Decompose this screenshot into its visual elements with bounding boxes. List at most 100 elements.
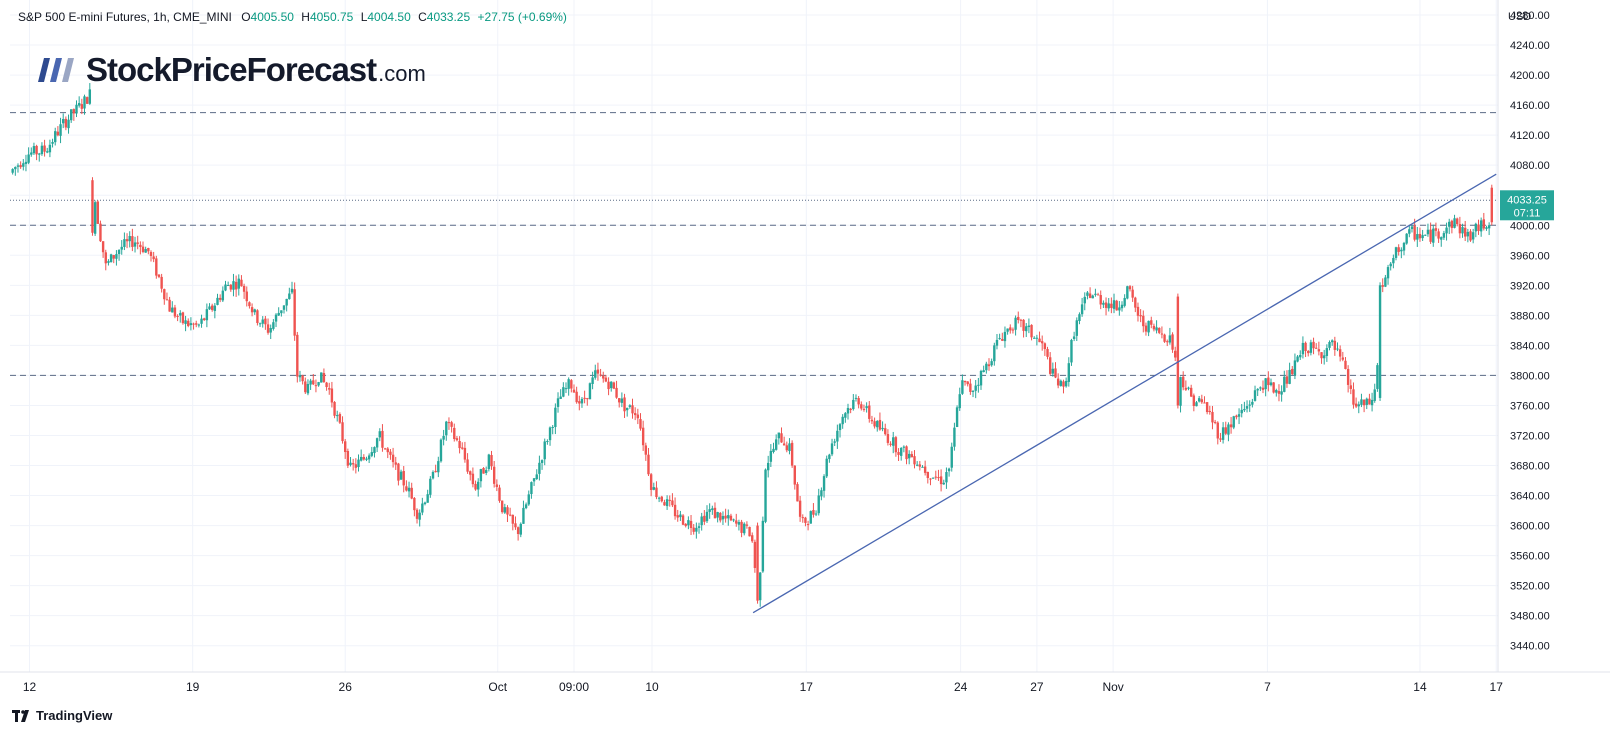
candle-body bbox=[62, 119, 65, 124]
candle-body bbox=[753, 541, 757, 568]
candle-body bbox=[101, 241, 105, 253]
candle-body bbox=[429, 478, 432, 495]
candle-body bbox=[910, 454, 914, 458]
candle-body bbox=[293, 289, 296, 336]
candle-body bbox=[149, 252, 153, 256]
x-tick-label: 09:00 bbox=[559, 680, 589, 694]
candle-body bbox=[684, 523, 687, 526]
candle-body bbox=[203, 318, 206, 320]
candle-body bbox=[798, 500, 802, 517]
candle-body bbox=[234, 281, 238, 290]
trendline bbox=[752, 173, 1497, 614]
price-tag-box bbox=[1500, 190, 1554, 221]
candle-body bbox=[756, 525, 759, 601]
candle-body bbox=[1301, 342, 1305, 355]
candle-body bbox=[673, 504, 677, 517]
candle-body bbox=[1304, 342, 1307, 352]
candle-body bbox=[503, 507, 507, 513]
candle-body bbox=[1322, 355, 1326, 359]
candle-body bbox=[1248, 404, 1251, 406]
candle-body bbox=[532, 478, 536, 482]
candle-body bbox=[873, 421, 876, 427]
candle-body bbox=[83, 96, 86, 109]
tradingview-brand[interactable]: TradingView bbox=[12, 708, 112, 723]
candle-body bbox=[1245, 406, 1249, 409]
candle-body bbox=[245, 291, 248, 302]
candle-body bbox=[1362, 399, 1366, 406]
candle-body bbox=[1150, 320, 1153, 325]
x-tick-label: 7 bbox=[1264, 680, 1271, 694]
candle-body bbox=[1123, 297, 1126, 306]
candle-body bbox=[1166, 341, 1169, 343]
candle-body bbox=[59, 124, 62, 136]
candle-body bbox=[1448, 221, 1451, 227]
candle-body bbox=[655, 487, 658, 498]
candle-body bbox=[163, 289, 166, 300]
candle-body bbox=[1126, 286, 1129, 299]
candle-body bbox=[179, 313, 182, 316]
candle-body bbox=[139, 244, 142, 247]
candle-body bbox=[229, 284, 233, 290]
candle-body bbox=[19, 165, 22, 168]
candle-body bbox=[173, 307, 177, 317]
candle-body bbox=[261, 319, 264, 324]
y-tick-label: 3760.00 bbox=[1510, 400, 1550, 412]
candle-body bbox=[583, 397, 586, 399]
candle-body bbox=[1152, 325, 1156, 330]
candle-body bbox=[330, 388, 334, 403]
candle-body bbox=[1272, 382, 1275, 393]
candle-body bbox=[865, 406, 868, 409]
candle-body bbox=[953, 427, 956, 447]
candle-body bbox=[93, 202, 97, 234]
candle-body bbox=[30, 152, 33, 155]
candle-body bbox=[397, 463, 400, 481]
y-tick-label: 4120.00 bbox=[1510, 130, 1550, 142]
candle-body bbox=[804, 517, 807, 523]
candle-body bbox=[615, 387, 618, 398]
candle-body bbox=[1227, 424, 1230, 435]
candle-body bbox=[652, 487, 655, 490]
candle-body bbox=[727, 515, 730, 519]
candle-body bbox=[317, 382, 320, 386]
candle-body bbox=[1136, 306, 1140, 316]
candle-body bbox=[1102, 302, 1105, 305]
candle-body bbox=[1056, 378, 1060, 386]
candle-body bbox=[1062, 381, 1065, 387]
candle-body bbox=[386, 448, 389, 453]
candle-body bbox=[1291, 368, 1294, 375]
candle-body bbox=[1080, 304, 1084, 315]
candle-body bbox=[16, 165, 20, 167]
candle-body bbox=[522, 507, 525, 524]
candle-body bbox=[48, 144, 52, 153]
candle-body bbox=[844, 413, 847, 418]
candle-body bbox=[570, 380, 573, 389]
y-tick-label: 3880.00 bbox=[1510, 310, 1550, 322]
candle-body bbox=[1014, 317, 1017, 330]
currency-label: USD bbox=[1508, 11, 1531, 23]
candle-body bbox=[1253, 390, 1257, 401]
candle-body bbox=[383, 448, 387, 450]
candle-body bbox=[192, 323, 195, 325]
candle-body bbox=[168, 299, 171, 312]
candle-body bbox=[171, 307, 174, 313]
candle-body bbox=[697, 526, 701, 528]
candle-body bbox=[594, 370, 597, 378]
x-tick-label: 17 bbox=[800, 680, 814, 694]
candle-body bbox=[934, 476, 937, 478]
candle-body bbox=[708, 509, 711, 512]
candle-body bbox=[312, 380, 315, 385]
symbol-title[interactable]: S&P 500 E-mini Futures, 1h, CME_MINI bbox=[18, 10, 232, 24]
candle-body bbox=[1482, 219, 1486, 229]
candle-body bbox=[141, 246, 145, 252]
candle-body bbox=[1402, 242, 1406, 251]
candle-body bbox=[213, 305, 217, 311]
candle-body bbox=[349, 462, 352, 465]
candle-body bbox=[830, 443, 834, 455]
candle-body bbox=[1232, 416, 1235, 428]
candle-body bbox=[1094, 293, 1097, 295]
candle-body bbox=[814, 513, 818, 515]
candle-body bbox=[955, 407, 959, 428]
close-value: 4033.25 bbox=[426, 10, 471, 24]
